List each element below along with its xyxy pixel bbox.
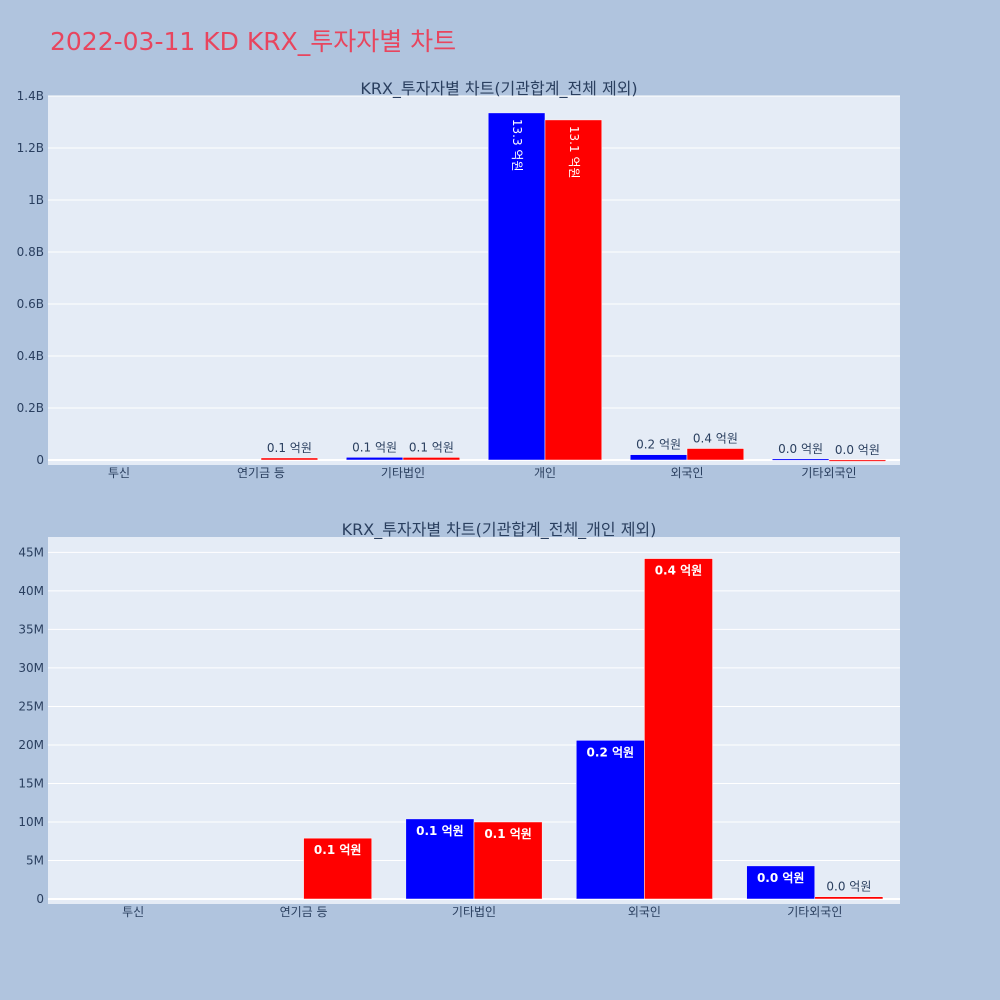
x-tick-label: 기타외국인 bbox=[801, 466, 856, 480]
y-tick-label: 15M bbox=[18, 776, 44, 790]
bar-buy bbox=[405, 818, 475, 900]
y-tick-label: 5M bbox=[26, 853, 44, 867]
bar-sell bbox=[686, 448, 745, 461]
y-tick-label: 0 bbox=[36, 453, 44, 467]
y-tick-label: 0.2B bbox=[17, 401, 44, 415]
data-label: 13.1 억원 bbox=[567, 126, 581, 179]
data-label: 0.1 억원 bbox=[484, 827, 532, 841]
x-tick-label: 기타법인 bbox=[452, 905, 496, 919]
bar-buy bbox=[575, 740, 645, 900]
x-tick-label: 외국인 bbox=[670, 466, 703, 480]
y-tick-label: 30M bbox=[18, 661, 44, 675]
x-tick-label: 기타외국인 bbox=[787, 905, 842, 919]
x-tick-label: 투신 bbox=[122, 905, 144, 919]
y-tick-label: 0.6B bbox=[17, 297, 44, 311]
data-label: 0.0 억원 bbox=[757, 871, 805, 885]
bar-buy bbox=[746, 865, 816, 900]
y-tick-label: 1.4B bbox=[17, 89, 44, 103]
y-tick-label: 1.2B bbox=[17, 141, 44, 155]
x-tick-label: 개인 bbox=[534, 466, 556, 480]
y-tick-label: 45M bbox=[18, 545, 44, 559]
x-tick-label: 기타법인 bbox=[381, 466, 425, 480]
data-label: 0.0 억원 bbox=[778, 442, 823, 456]
bar-sell bbox=[473, 821, 543, 900]
y-tick-label: 20M bbox=[18, 738, 44, 752]
data-label: 0.4 억원 bbox=[693, 432, 738, 446]
y-tick-label: 1B bbox=[28, 193, 44, 207]
page-title: 2022-03-11 KD KRX_투자자별 차트 bbox=[50, 27, 457, 56]
x-tick-label: 외국인 bbox=[628, 905, 661, 919]
chart-title-1: KRX_투자자별 차트(기관합계_전체 제외) bbox=[360, 79, 637, 99]
y-tick-label: 40M bbox=[18, 584, 44, 598]
bar-sell bbox=[814, 896, 884, 900]
data-label: 0.1 억원 bbox=[314, 843, 362, 857]
bar-sell bbox=[544, 119, 603, 461]
data-label: 0.1 억원 bbox=[416, 824, 464, 838]
data-label: 0.2 억원 bbox=[587, 745, 635, 759]
bar-buy bbox=[771, 458, 830, 461]
bar-sell bbox=[644, 558, 713, 900]
data-label: 0.2 억원 bbox=[636, 438, 681, 452]
data-label: 0.1 억원 bbox=[409, 440, 454, 454]
data-label: 0.1 억원 bbox=[352, 440, 397, 454]
x-tick-label: 투신 bbox=[108, 466, 130, 480]
bar-buy bbox=[487, 112, 546, 461]
x-tick-label: 연기금 등 bbox=[280, 905, 328, 919]
bar-sell bbox=[260, 457, 319, 461]
data-label: 0.4 억원 bbox=[655, 564, 703, 578]
data-label: 0.0 억원 bbox=[835, 443, 880, 457]
data-label: 13.3 억원 bbox=[510, 119, 524, 172]
y-tick-label: 35M bbox=[18, 622, 44, 636]
y-tick-label: 10M bbox=[18, 815, 44, 829]
y-tick-label: 25M bbox=[18, 699, 44, 713]
y-tick-label: 0.8B bbox=[17, 245, 44, 259]
y-tick-label: 0.4B bbox=[17, 349, 44, 363]
bar-buy bbox=[629, 454, 688, 461]
bar-sell bbox=[828, 459, 887, 462]
plot-area-1 bbox=[48, 96, 900, 465]
data-label: 0.1 억원 bbox=[267, 441, 312, 455]
bar-sell bbox=[402, 457, 461, 461]
x-tick-label: 연기금 등 bbox=[237, 466, 285, 480]
chart-title-2: KRX_투자자별 차트(기관합계_전체_개인 제외) bbox=[342, 520, 657, 540]
bar-buy bbox=[345, 457, 404, 461]
bar-sell bbox=[303, 837, 373, 900]
y-tick-label: 0 bbox=[36, 892, 44, 906]
data-label: 0.0 억원 bbox=[826, 880, 871, 894]
